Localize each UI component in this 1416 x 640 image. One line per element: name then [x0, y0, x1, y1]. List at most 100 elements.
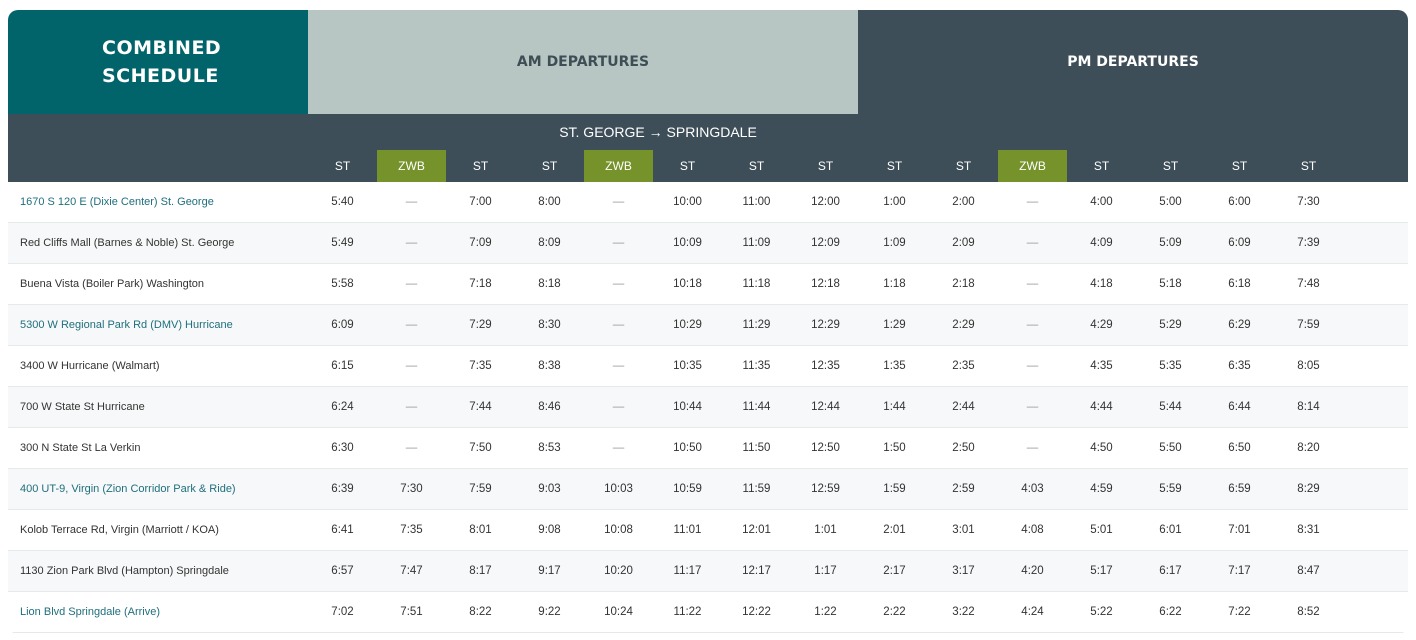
- departure-time-cell: 4:24: [1021, 606, 1044, 618]
- departure-time-cell: 4:29: [1090, 319, 1113, 331]
- departure-time-cell: 5:50: [1159, 442, 1182, 454]
- departure-time-cell: 8:47: [1297, 565, 1320, 577]
- departure-time-cell: —: [405, 401, 418, 413]
- departure-time-cell: 6:22: [1159, 606, 1182, 618]
- departure-time-cell: 10:00: [673, 196, 702, 208]
- departure-time-cell: 10:18: [673, 278, 702, 290]
- table-row: 5300 W Regional Park Rd (DMV) Hurricane 6…: [8, 305, 1408, 346]
- departure-time-cell: 8:22: [469, 606, 492, 618]
- departure-time-cell: 10:03: [604, 483, 633, 495]
- departure-time-cell: 4:03: [1021, 483, 1044, 495]
- stop-link[interactable]: 5300 W Regional Park Rd (DMV) Hurricane: [20, 319, 233, 331]
- departure-time-cell: —: [405, 278, 418, 290]
- departure-time-cell: —: [1026, 196, 1039, 208]
- combined-title-line-2: SCHEDULE: [102, 65, 219, 87]
- departure-time-cell: 12:44: [811, 401, 840, 413]
- route-direction-label: ST. GEORGE → SPRINGDALE: [559, 124, 757, 140]
- pm-departures-tab[interactable]: PM DEPARTURES: [858, 10, 1408, 114]
- departure-time-cell: 5:40: [331, 196, 354, 208]
- departure-time-cell: —: [405, 237, 418, 249]
- column-header-st: ST: [541, 159, 558, 173]
- table-row: Kolob Terrace Rd, Virgin (Marriott / KOA…: [8, 510, 1408, 551]
- departure-time-cell: 12:50: [811, 442, 840, 454]
- departure-time-cell: 7:30: [400, 483, 423, 495]
- departure-time-cell: 6:57: [331, 565, 354, 577]
- departure-time-cell: 1:17: [814, 565, 837, 577]
- combined-title-line-1: COMBINED: [102, 37, 222, 59]
- table-row: 1670 S 120 E (Dixie Center) St. George 5:…: [8, 182, 1408, 223]
- departure-time-cell: —: [1026, 360, 1039, 372]
- column-header-st: ST: [1162, 159, 1179, 173]
- departure-time-cell: 10:29: [673, 319, 702, 331]
- departure-time-cell: 7:17: [1228, 565, 1251, 577]
- departure-time-cell: 7:47: [400, 565, 423, 577]
- departure-time-cell: 6:44: [1228, 401, 1251, 413]
- am-departures-tab[interactable]: AM DEPARTURES: [308, 10, 858, 114]
- departure-time-cell: 11:22: [673, 606, 702, 618]
- departure-time-cell: 10:59: [673, 483, 702, 495]
- departure-time-cell: —: [1026, 401, 1039, 413]
- departure-time-cell: 12:18: [811, 278, 840, 290]
- departure-time-cell: 2:50: [952, 442, 975, 454]
- departure-time-cell: —: [1026, 237, 1039, 249]
- departure-time-cell: 2:29: [952, 319, 975, 331]
- departure-time-cell: 8:29: [1297, 483, 1320, 495]
- stop-link[interactable]: 400 UT-9, Virgin (Zion Corridor Park & R…: [20, 483, 236, 495]
- departure-time-cell: 3:17: [952, 565, 975, 577]
- departure-time-cell: 11:00: [742, 196, 771, 208]
- departure-time-cell: 5:49: [331, 237, 354, 249]
- departure-time-cell: 5:18: [1159, 278, 1182, 290]
- departure-time-cell: 6:59: [1228, 483, 1251, 495]
- departure-time-cell: —: [405, 319, 418, 331]
- departure-time-cell: 6:29: [1228, 319, 1251, 331]
- column-header-st: ST: [817, 159, 834, 173]
- stop-name: 1130 Zion Park Blvd (Hampton) Springdale: [20, 565, 229, 577]
- departure-time-cell: —: [1026, 278, 1039, 290]
- departure-time-cell: 5:59: [1159, 483, 1182, 495]
- departure-time-cell: 7:29: [469, 319, 492, 331]
- departure-time-cell: 4:09: [1090, 237, 1113, 249]
- stop-name: Kolob Terrace Rd, Virgin (Marriott / KOA…: [20, 524, 219, 536]
- departure-time-cell: 2:59: [952, 483, 975, 495]
- departure-time-cell: 8:46: [538, 401, 561, 413]
- departure-time-cell: 8:52: [1297, 606, 1320, 618]
- route-band: ST. GEORGE → SPRINGDALE: [8, 114, 1408, 150]
- departure-time-cell: 1:44: [883, 401, 906, 413]
- departure-time-cell: —: [612, 442, 625, 454]
- departure-time-cell: 8:17: [469, 565, 492, 577]
- departure-time-cell: —: [405, 442, 418, 454]
- departure-time-cell: 12:09: [811, 237, 840, 249]
- departure-time-cell: 3:01: [952, 524, 975, 536]
- departure-time-cell: 1:29: [883, 319, 906, 331]
- column-header-st: ST: [1300, 159, 1317, 173]
- departure-time-cell: 7:35: [400, 524, 423, 536]
- departure-time-cell: —: [612, 401, 625, 413]
- departure-time-cell: —: [612, 196, 625, 208]
- departure-time-cell: 5:35: [1159, 360, 1182, 372]
- column-header-row: ST ZWB ST ST ZWB ST ST ST ST ST ZWB ST ST ST ST: [8, 150, 1408, 182]
- departure-time-cell: 11:44: [742, 401, 771, 413]
- departure-time-cell: 4:50: [1090, 442, 1113, 454]
- schedule-header: COMBINED SCHEDULE AM DEPARTURES PM DEPAR…: [8, 10, 1408, 114]
- departure-time-cell: 8:31: [1297, 524, 1320, 536]
- departure-time-cell: 7:18: [469, 278, 492, 290]
- departure-time-cell: 11:17: [673, 565, 702, 577]
- stop-link[interactable]: 1670 S 120 E (Dixie Center) St. George: [20, 196, 214, 208]
- departure-time-cell: 7:51: [400, 606, 423, 618]
- departure-time-cell: 4:59: [1090, 483, 1113, 495]
- departure-time-cell: 7:59: [469, 483, 492, 495]
- departure-time-cell: 6:17: [1159, 565, 1182, 577]
- stop-link[interactable]: Lion Blvd Springdale (Arrive): [20, 606, 161, 618]
- departure-time-cell: 12:35: [811, 360, 840, 372]
- departure-time-cell: 7:35: [469, 360, 492, 372]
- departure-time-cell: 8:14: [1297, 401, 1320, 413]
- departure-time-cell: 5:29: [1159, 319, 1182, 331]
- departure-time-cell: 1:35: [883, 360, 906, 372]
- departure-time-cell: 12:59: [811, 483, 840, 495]
- table-row: 1130 Zion Park Blvd (Hampton) Springdale…: [8, 551, 1408, 592]
- departure-time-cell: 5:22: [1090, 606, 1113, 618]
- departure-time-cell: 11:50: [742, 442, 771, 454]
- departure-time-cell: 1:50: [883, 442, 906, 454]
- departure-time-cell: 8:05: [1297, 360, 1320, 372]
- departure-time-cell: 6:18: [1228, 278, 1251, 290]
